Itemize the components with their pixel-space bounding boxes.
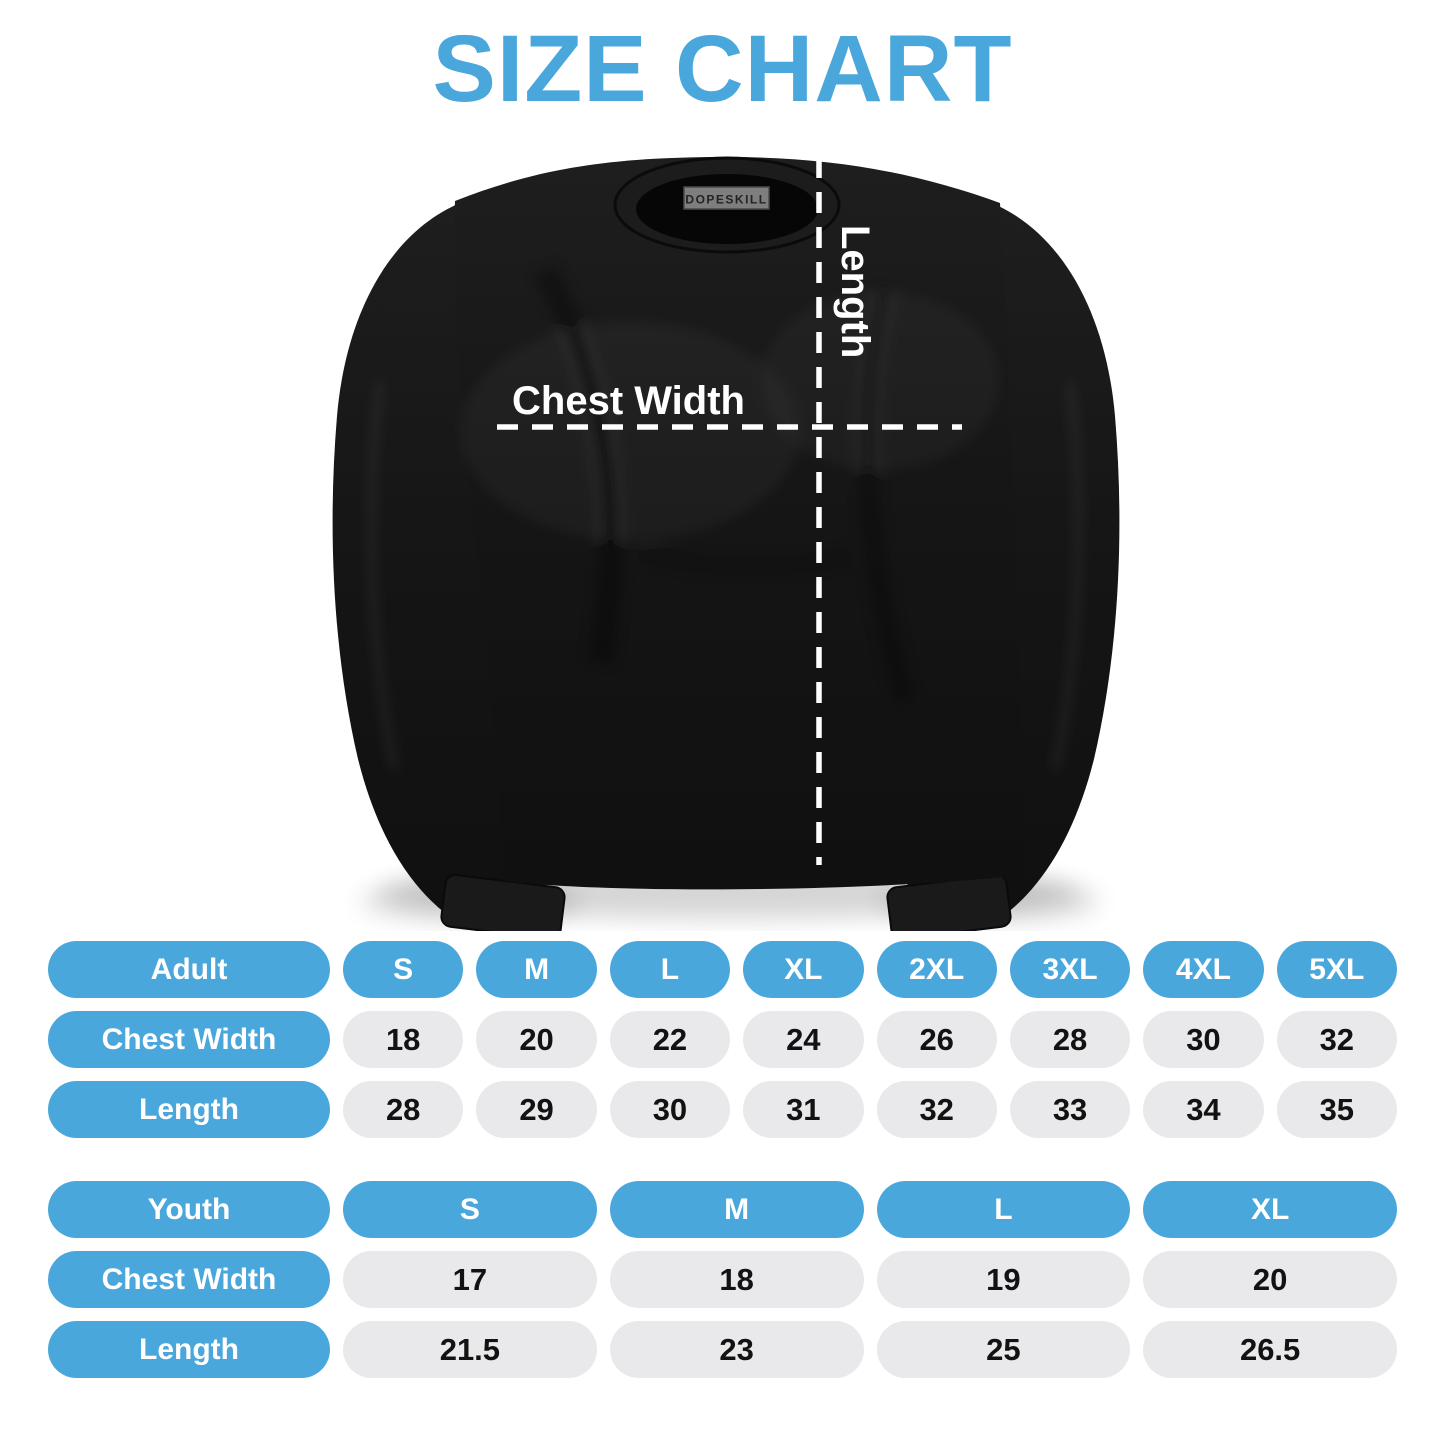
- size-tables: Adult S M L XL 2XL 3XL 4XL 5XL Chest Wid…: [0, 941, 1445, 1378]
- adult-size-header: S: [343, 941, 464, 998]
- adult-length-value: 29: [476, 1081, 597, 1138]
- youth-chest-width-row-label: Chest Width: [48, 1251, 330, 1308]
- adult-chest-width-value: 20: [476, 1011, 597, 1068]
- youth-chest-width-value: 20: [1143, 1251, 1397, 1308]
- youth-size-header: L: [876, 1181, 1131, 1238]
- adult-length-value: 30: [609, 1081, 731, 1138]
- adult-length-value: 32: [876, 1081, 997, 1138]
- youth-length-value: 25: [876, 1321, 1131, 1378]
- adult-size-header: 3XL: [1009, 941, 1131, 998]
- adult-size-header: 5XL: [1276, 941, 1397, 998]
- adult-chest-width-value: 22: [609, 1011, 731, 1068]
- adult-length-value: 33: [1009, 1081, 1131, 1138]
- adult-size-header: M: [476, 941, 597, 998]
- youth-length-value: 21.5: [343, 1321, 597, 1378]
- youth-length-value: 26.5: [1143, 1321, 1397, 1378]
- adult-chest-width-value: 18: [343, 1011, 464, 1068]
- adult-size-header: L: [609, 941, 731, 998]
- chest-width-label: Chest Width: [512, 379, 745, 423]
- adult-length-value: 28: [343, 1081, 464, 1138]
- page-title: SIZE CHART: [432, 16, 1013, 122]
- youth-size-header: M: [609, 1181, 864, 1238]
- adult-chest-width-row-label: Chest Width: [48, 1011, 330, 1068]
- youth-chest-width-value: 17: [343, 1251, 597, 1308]
- adult-length-value: 31: [743, 1081, 864, 1138]
- youth-chest-width-value: 19: [876, 1251, 1131, 1308]
- youth-table-title: Youth: [48, 1181, 330, 1238]
- adult-chest-width-value: 26: [876, 1011, 997, 1068]
- adult-chest-width-value: 32: [1276, 1011, 1397, 1068]
- adult-table-title: Adult: [48, 941, 330, 998]
- long-sleeve-shirt-image: DOPESKILL Chest Width Length: [332, 156, 1120, 940]
- neck-label-text: DOPESKILL: [685, 193, 767, 207]
- adult-chest-width-value: 28: [1009, 1011, 1131, 1068]
- youth-size-header: S: [343, 1181, 597, 1238]
- collar: DOPESKILL: [613, 156, 841, 254]
- adult-chest-width-value: 24: [743, 1011, 864, 1068]
- youth-length-row-label: Length: [48, 1321, 330, 1378]
- youth-size-header: XL: [1143, 1181, 1397, 1238]
- youth-chest-width-value: 18: [609, 1251, 864, 1308]
- youth-length-value: 23: [609, 1321, 864, 1378]
- adult-size-header: 2XL: [876, 941, 997, 998]
- adult-length-value: 34: [1143, 1081, 1264, 1138]
- fabric-folds: [366, 265, 1084, 773]
- youth-size-table: Youth S M L XL Chest Width 17 18 19 20 L…: [48, 1181, 1397, 1378]
- adult-chest-width-value: 30: [1143, 1011, 1264, 1068]
- neck-label: [683, 186, 770, 210]
- shirt-diagram: DOPESKILL Chest Width Length: [0, 131, 1445, 940]
- length-label: Length: [833, 225, 877, 358]
- adult-length-value: 35: [1276, 1081, 1397, 1138]
- adult-size-header: XL: [743, 941, 864, 998]
- adult-size-table: Adult S M L XL 2XL 3XL 4XL 5XL Chest Wid…: [48, 941, 1397, 1138]
- adult-length-row-label: Length: [48, 1081, 330, 1138]
- adult-size-header: 4XL: [1143, 941, 1264, 998]
